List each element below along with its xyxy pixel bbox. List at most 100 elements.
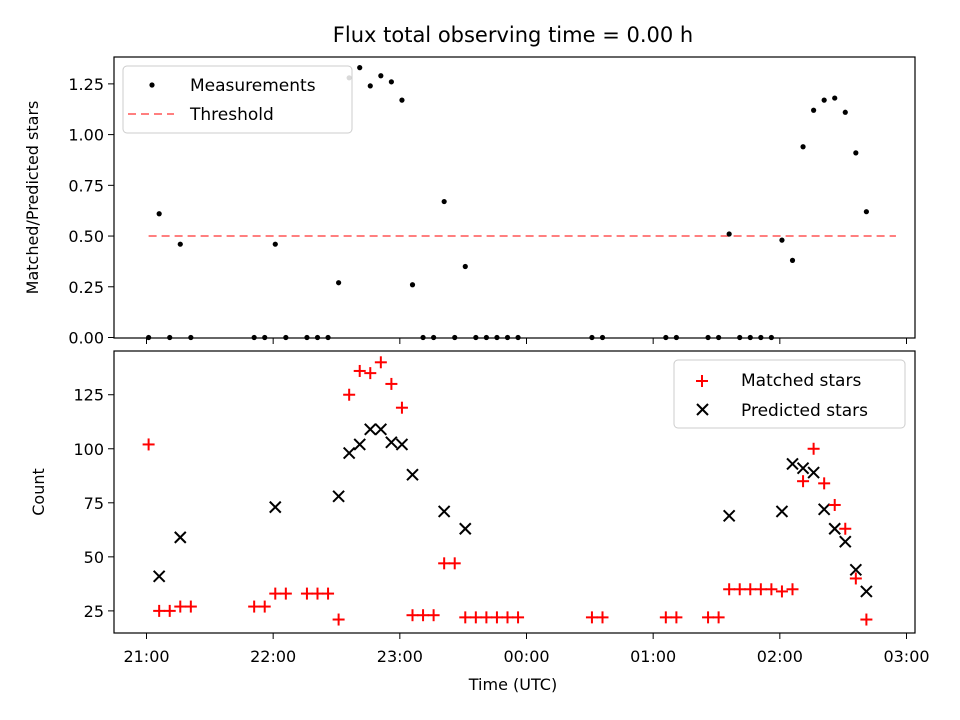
bottom-legend: Matched stars Predicted stars: [673, 359, 906, 429]
predicted-stroke: [364, 423, 377, 436]
matched-star-point: [163, 604, 176, 617]
predicted-stroke: [269, 500, 282, 514]
measurement-point: [399, 97, 405, 103]
measurement-point: [378, 73, 384, 79]
bottom-x-axis-label: Time (UTC): [468, 675, 557, 694]
predicted-star-point: [828, 522, 841, 535]
matched-star-point: [797, 475, 810, 488]
predicted-star-point: [332, 490, 345, 503]
predicted-star-point: [353, 438, 366, 451]
legend-measurements-label: Measurements: [190, 76, 316, 96]
bottom-plot-area: [142, 356, 873, 626]
measurement-point: [589, 334, 595, 341]
measurement-point: [483, 334, 489, 341]
predicted-stroke: [849, 563, 863, 577]
predicted-stroke: [817, 503, 831, 516]
matched-star-point: [311, 587, 324, 600]
matched-star-point: [828, 498, 841, 511]
measurement-point: [304, 334, 310, 341]
top-y-tick-label: 1.25: [68, 75, 104, 94]
legend-threshold-label: Threshold: [189, 105, 274, 125]
predicted-star-point: [342, 446, 356, 460]
top-x-axis: [146, 338, 907, 344]
predicted-star-point: [722, 509, 736, 522]
matched-star-point: [279, 587, 292, 600]
measurement-point: [473, 334, 479, 341]
bottom-x-axis: 21:00 22:00 23:00 00:00 01:00 02:00 03:00: [123, 633, 930, 666]
measurement-point: [726, 231, 732, 237]
measurement-point: [272, 241, 278, 247]
legend-measurements-marker: [149, 82, 155, 88]
bottom-x-tick-label: 23:00: [377, 647, 423, 666]
measurement-point: [146, 334, 152, 341]
matched-star-point: [174, 600, 187, 613]
top-panel: 0.00 0.25 0.50 0.75 1.00 1.25 Matched/Predict…: [23, 56, 916, 348]
matched-star-point: [754, 583, 767, 596]
measurement-point: [832, 95, 838, 101]
measurement-point: [758, 334, 764, 341]
measurement-point: [262, 334, 268, 341]
measurement-point: [842, 109, 848, 115]
matched-star-point: [385, 377, 398, 390]
matched-star-point: [322, 587, 335, 600]
legend-matched-marker: [696, 375, 708, 387]
matched-star-point: [300, 587, 313, 600]
matched-star-point: [343, 388, 356, 401]
bottom-x-tick-label: 02:00: [757, 647, 803, 666]
measurement-point: [863, 209, 869, 215]
matched-star-point: [702, 611, 715, 624]
matched-star-point: [786, 583, 799, 596]
top-plot-frame: [113, 56, 916, 339]
measurement-point: [167, 334, 173, 341]
predicted-star-point: [406, 468, 419, 481]
measurement-point: [821, 97, 827, 103]
matched-star-point: [395, 401, 408, 414]
measurement-point: [452, 334, 458, 341]
legend-matched-label: Matched stars: [741, 371, 861, 391]
measurement-point: [251, 334, 257, 341]
matched-star-point: [596, 611, 609, 624]
predicted-star-point: [817, 503, 831, 516]
legend-predicted-marker: [696, 403, 709, 416]
predicted-stroke: [459, 522, 472, 535]
matched-star-point: [427, 609, 440, 622]
measurement-point: [462, 263, 468, 270]
measurement-point: [515, 334, 521, 341]
measurement-point: [853, 150, 859, 156]
measurement-point: [156, 211, 162, 217]
matched-star-point: [733, 583, 746, 596]
predicted-star-point: [269, 500, 282, 514]
predicted-star-point: [796, 462, 810, 475]
predicted-stroke: [722, 509, 736, 522]
measurement-point: [811, 107, 817, 113]
predicted-star-point: [786, 457, 799, 471]
predicted-stroke: [332, 490, 345, 503]
matched-star-point: [469, 611, 482, 624]
matched-star-point: [248, 600, 261, 613]
measurement-point: [599, 334, 606, 341]
top-y-tick-label: 0.50: [68, 227, 104, 246]
predicted-star-point: [807, 466, 820, 479]
measurement-point: [283, 334, 289, 341]
top-y-tick-label: 0.25: [68, 278, 104, 297]
measurement-point: [441, 198, 447, 205]
bottom-x-tick-label: 03:00: [883, 647, 929, 666]
predicted-stroke: [839, 535, 852, 548]
matched-star-point: [459, 611, 472, 624]
bottom-legend-frame: [673, 359, 906, 429]
predicted-star-point: [152, 570, 166, 583]
measurement-point: [768, 334, 774, 341]
matched-star-point: [332, 613, 345, 626]
matched-star-point: [775, 585, 788, 598]
matched-star-point: [849, 572, 862, 585]
matched-star-point: [712, 611, 725, 624]
matched-star-point: [744, 583, 757, 596]
matched-star-point: [818, 477, 831, 490]
matched-star-point: [353, 364, 366, 377]
measurement-point: [177, 241, 183, 247]
matched-star-point: [480, 611, 493, 624]
bottom-x-tick-label: 22:00: [250, 647, 296, 666]
matched-star-point: [512, 611, 525, 624]
measurement-point: [357, 65, 363, 71]
matched-star-point: [438, 557, 451, 570]
